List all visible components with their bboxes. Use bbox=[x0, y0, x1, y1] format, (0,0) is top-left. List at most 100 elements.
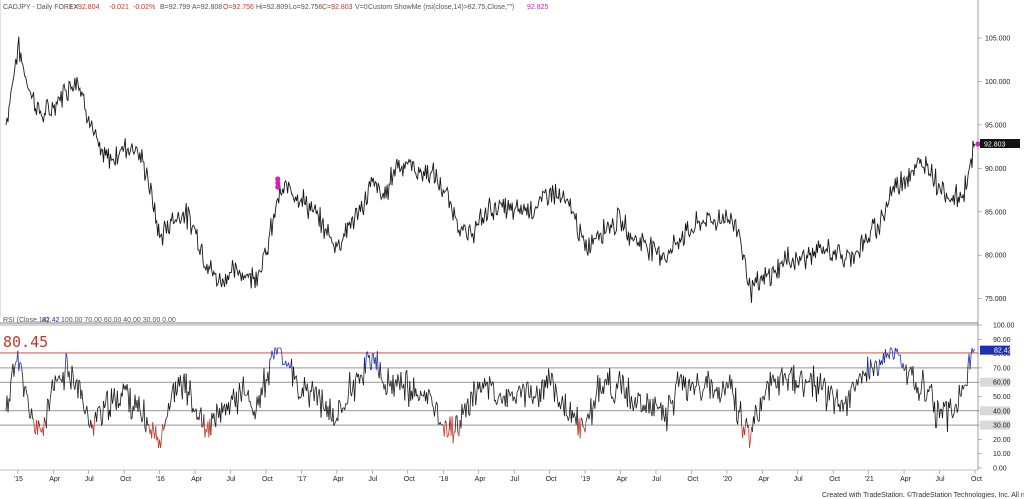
rsi-segment bbox=[21, 369, 24, 378]
rsi-segment bbox=[580, 417, 583, 420]
rsi-y-tick-label: 70.00 bbox=[993, 365, 1011, 372]
rsi-segment bbox=[527, 381, 530, 397]
rsi-segment bbox=[419, 390, 421, 400]
rsi-segment bbox=[316, 393, 319, 406]
rsi-segment bbox=[201, 426, 204, 428]
price-last-value-box bbox=[980, 139, 1020, 149]
rsi-segment bbox=[912, 366, 915, 387]
rsi-segment bbox=[779, 372, 782, 376]
rsi-segment bbox=[121, 383, 124, 397]
rsi-segment bbox=[877, 374, 879, 376]
rsi-annotation: 80.45 bbox=[3, 333, 48, 351]
rsi-segment bbox=[296, 375, 298, 389]
rsi-segment bbox=[474, 385, 477, 406]
rsi-segment bbox=[222, 406, 224, 413]
price-y-tick-label: 75.000 bbox=[985, 296, 1007, 303]
rsi-segment bbox=[939, 409, 941, 418]
rsi-segment bbox=[567, 416, 570, 421]
rsi-segment bbox=[813, 365, 815, 387]
x-tick-label: Apr bbox=[900, 476, 912, 483]
rsi-segment bbox=[511, 391, 514, 402]
rsi-segment bbox=[849, 388, 852, 408]
rsi-segment bbox=[952, 412, 955, 417]
rsi-segment bbox=[962, 385, 965, 390]
rsi-segment bbox=[645, 393, 648, 414]
rsi-segment bbox=[820, 372, 822, 390]
rsi-segment bbox=[960, 385, 963, 397]
rsi-segment bbox=[432, 405, 434, 408]
rsi-y-tick-label: 10.00 bbox=[993, 451, 1011, 458]
rsi-segment bbox=[105, 393, 107, 405]
rsi-segment bbox=[846, 397, 849, 416]
rsi-segment bbox=[225, 403, 227, 416]
rsi-segment bbox=[334, 421, 337, 424]
rsi-segment bbox=[874, 360, 876, 365]
rsi-segment bbox=[233, 388, 235, 401]
rsi-segment bbox=[573, 412, 576, 418]
rsi-segment bbox=[167, 403, 169, 416]
rsi-segment bbox=[530, 385, 533, 399]
rsi-y-tick-label: 50.00 bbox=[993, 394, 1011, 401]
price-y-tick-label: 95.000 bbox=[985, 122, 1007, 129]
rsi-segment bbox=[548, 368, 550, 380]
rsi-segment bbox=[49, 390, 52, 399]
rsi-segment bbox=[417, 394, 419, 401]
rsi-segment bbox=[198, 412, 201, 421]
rsi-segment bbox=[908, 369, 911, 372]
rsi-segment bbox=[543, 379, 546, 400]
x-tick-label: Oct bbox=[687, 476, 698, 483]
rsi-segment bbox=[288, 362, 290, 368]
change-pct: -0.02% bbox=[133, 4, 155, 11]
rsi-segment bbox=[892, 358, 895, 360]
rsi-segment bbox=[525, 382, 528, 390]
rsi-segment bbox=[268, 358, 271, 386]
rsi-segment bbox=[481, 382, 483, 393]
rsi-segment bbox=[905, 364, 908, 385]
rsi-segment bbox=[338, 399, 341, 402]
rsi-segment bbox=[799, 371, 802, 379]
rsi-segment bbox=[679, 374, 681, 380]
rsi-segment bbox=[732, 393, 735, 397]
rsi-segment bbox=[140, 415, 143, 423]
rsi-segment bbox=[333, 422, 336, 426]
rsi-segment bbox=[956, 407, 959, 413]
rsi-segment bbox=[748, 424, 750, 449]
rsi-segment bbox=[43, 417, 45, 436]
rsi-segment bbox=[878, 359, 880, 376]
x-tick-label: Apr bbox=[191, 476, 203, 483]
rsi-segment bbox=[615, 383, 617, 395]
rsi-segment bbox=[744, 422, 746, 436]
rsi-segment bbox=[693, 386, 696, 395]
rsi-segment bbox=[138, 396, 141, 410]
rsi-segment bbox=[241, 389, 243, 402]
rsi-segment bbox=[677, 371, 679, 387]
rsi-series bbox=[5, 347, 976, 449]
rsi-segment bbox=[934, 401, 936, 428]
rsi-segment bbox=[480, 391, 482, 393]
rsi-segment bbox=[27, 395, 29, 408]
rsi-segment bbox=[143, 399, 146, 429]
rsi-segment bbox=[617, 378, 619, 389]
price-y-tick-label: 90.000 bbox=[985, 166, 1007, 173]
rsi-segment bbox=[28, 406, 30, 418]
rsi-segment bbox=[891, 350, 894, 360]
rsi-segment bbox=[581, 419, 584, 428]
rsi-segment bbox=[552, 374, 554, 387]
x-tick-label: '21 bbox=[865, 476, 874, 483]
rsi-segment bbox=[942, 402, 944, 419]
rsi-levels: 100.00 70.00 60.00 40.00 30.00 0.00 bbox=[61, 317, 176, 324]
rsi-segment bbox=[828, 390, 831, 401]
rsi-segment bbox=[491, 381, 493, 387]
price-y-ticks: 105.000 100.000 95.000 90.000 85.000 80.000 75… bbox=[978, 36, 1010, 303]
rsi-segment bbox=[18, 362, 21, 372]
rsi-segment bbox=[893, 347, 896, 359]
rsi-segment bbox=[887, 353, 889, 356]
rsi-segment bbox=[629, 396, 632, 410]
rsi-segment bbox=[591, 407, 594, 425]
rsi-segment bbox=[20, 362, 23, 370]
rsi-segment bbox=[315, 386, 318, 406]
rsi-segment bbox=[737, 410, 740, 425]
rsi-segment bbox=[117, 403, 120, 408]
rsi-segment bbox=[427, 389, 429, 404]
